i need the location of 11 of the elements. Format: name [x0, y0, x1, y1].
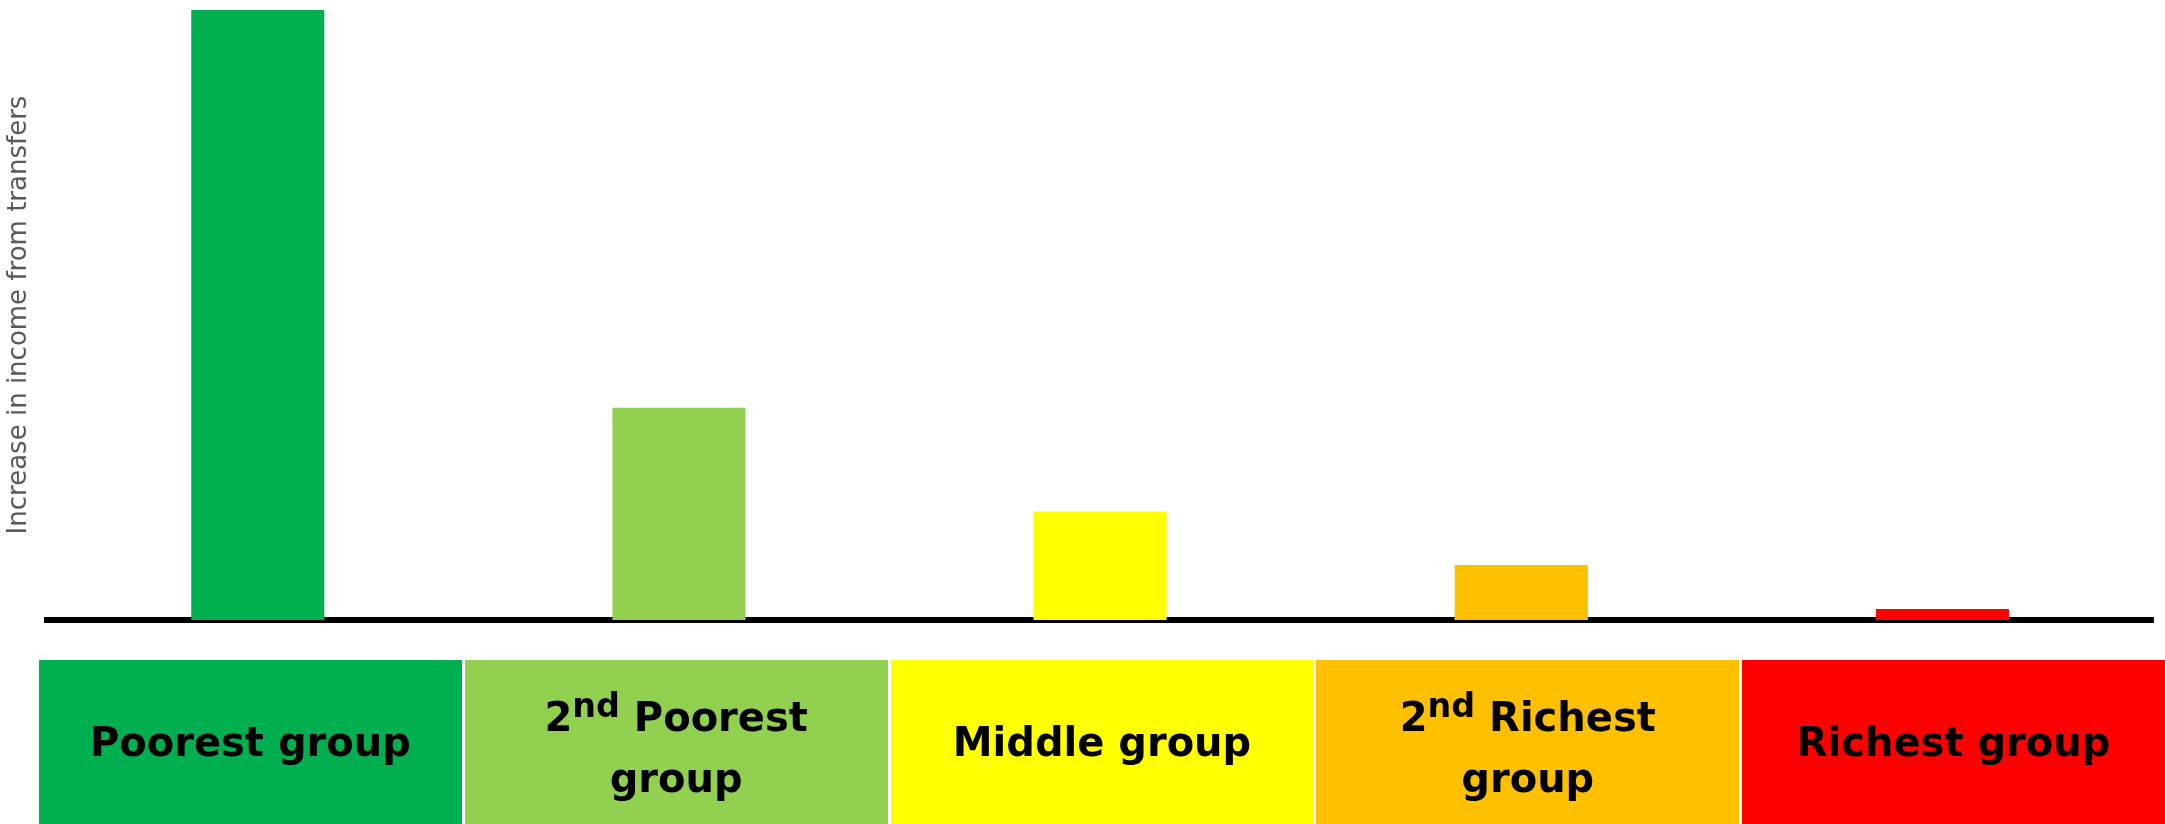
x-tick-label: 2$^{nd}$ Richest group	[1398, 685, 1657, 803]
x-tick-label: Poorest group	[89, 718, 411, 767]
x-tick-label: Richest group	[1796, 718, 2111, 767]
bar	[1033, 511, 1167, 620]
x-tick-label: Middle group	[952, 718, 1252, 767]
y-axis-title: Increase in income from transfers	[2, 95, 33, 535]
bar	[191, 10, 325, 620]
bar	[612, 407, 746, 620]
x-tick-label: 2$^{nd}$ Poorest group	[543, 685, 809, 803]
bar	[1875, 609, 2009, 620]
bar	[1454, 565, 1588, 620]
